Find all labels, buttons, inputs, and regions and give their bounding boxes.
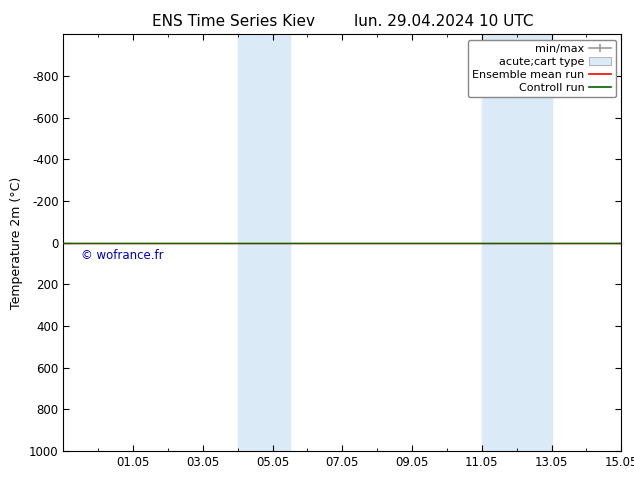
Text: © wofrance.fr: © wofrance.fr [81, 249, 164, 262]
Bar [238, 34, 290, 451]
Y-axis label: Temperature 2m (°C): Temperature 2m (°C) [10, 176, 23, 309]
Legend: min/max, acute;cart type, Ensemble mean run, Controll run: min/max, acute;cart type, Ensemble mean … [468, 40, 616, 97]
Bar [482, 34, 552, 451]
Title: ENS Time Series Kiev        lun. 29.04.2024 10 UTC: ENS Time Series Kiev lun. 29.04.2024 10 … [152, 14, 533, 29]
